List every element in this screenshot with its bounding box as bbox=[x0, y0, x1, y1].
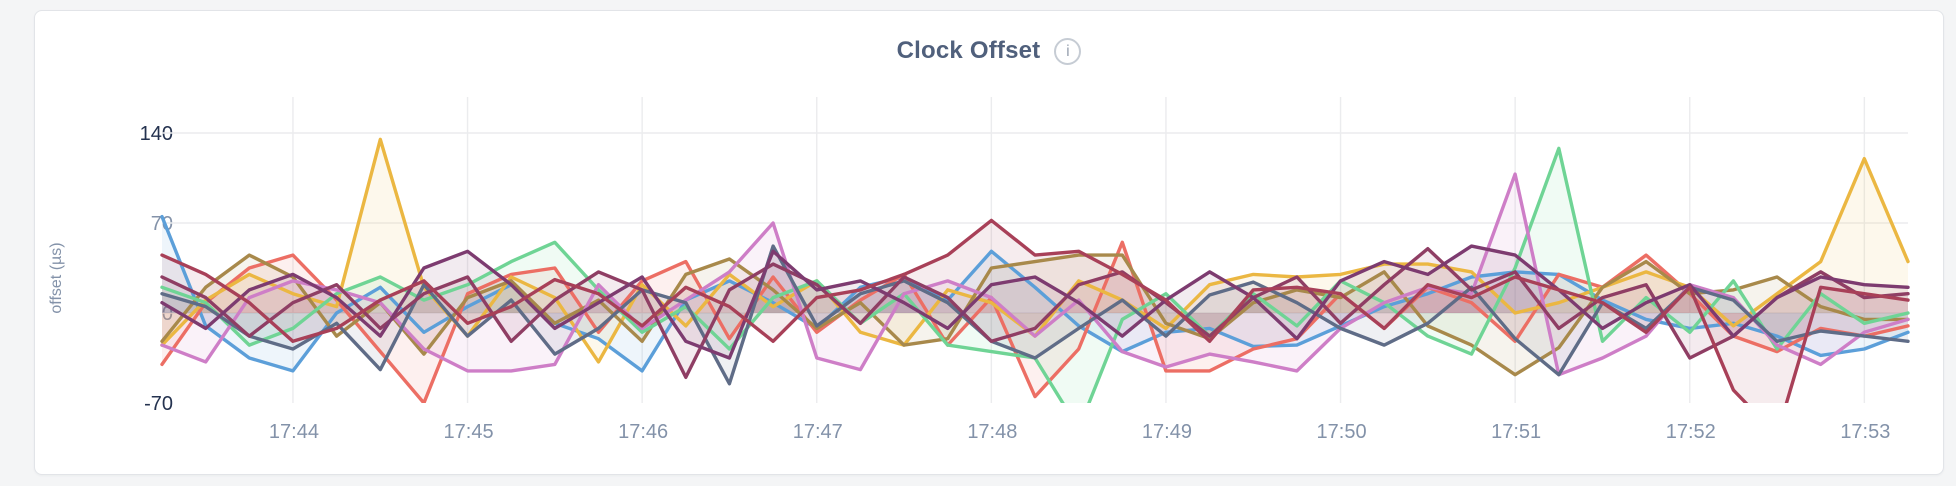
x-tick-label: 17:50 bbox=[1316, 421, 1367, 443]
x-tick-label: 17:44 bbox=[268, 421, 319, 443]
chart-title: Clock Offset bbox=[896, 37, 1041, 64]
series-area-series-5-green bbox=[162, 148, 1908, 403]
chart-header: Clock Offset i bbox=[35, 37, 1943, 65]
y-tick-label: 0 bbox=[161, 303, 173, 325]
x-tick-label: 17:45 bbox=[443, 421, 494, 443]
series-line-series-8-plum bbox=[160, 247, 1910, 379]
series-area-series-3-gold bbox=[162, 139, 1908, 362]
series-line-series-2-coral bbox=[160, 240, 1910, 403]
y-tick-label: -70 bbox=[144, 393, 173, 415]
y-tick-label: 140 bbox=[139, 123, 173, 145]
series-area-series-8-plum bbox=[162, 248, 1908, 378]
series-lines bbox=[160, 137, 1910, 403]
x-tick-label: 17:49 bbox=[1141, 421, 1192, 443]
series-area-series-7-slate bbox=[162, 246, 1908, 384]
x-tick-label: 17:53 bbox=[1840, 421, 1891, 443]
x-tick-label: 17:48 bbox=[967, 421, 1018, 443]
series-line-series-9-purple bbox=[160, 244, 1910, 360]
x-tick-label: 17:47 bbox=[792, 421, 843, 443]
x-tick-label: 17:51 bbox=[1491, 421, 1542, 443]
info-icon[interactable]: i bbox=[1054, 37, 1082, 65]
series-area-series-10-wine bbox=[162, 220, 1908, 403]
x-tick-label: 17:46 bbox=[618, 421, 669, 443]
series-line-series-6-orchid bbox=[160, 172, 1910, 377]
x-tick-label: 17:52 bbox=[1665, 421, 1716, 443]
series-area-series-2-coral bbox=[162, 242, 1908, 403]
series-line-series-10-wine bbox=[160, 218, 1910, 403]
